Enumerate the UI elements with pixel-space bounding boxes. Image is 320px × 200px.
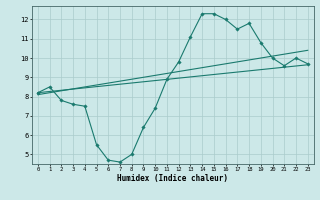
X-axis label: Humidex (Indice chaleur): Humidex (Indice chaleur) [117, 174, 228, 183]
